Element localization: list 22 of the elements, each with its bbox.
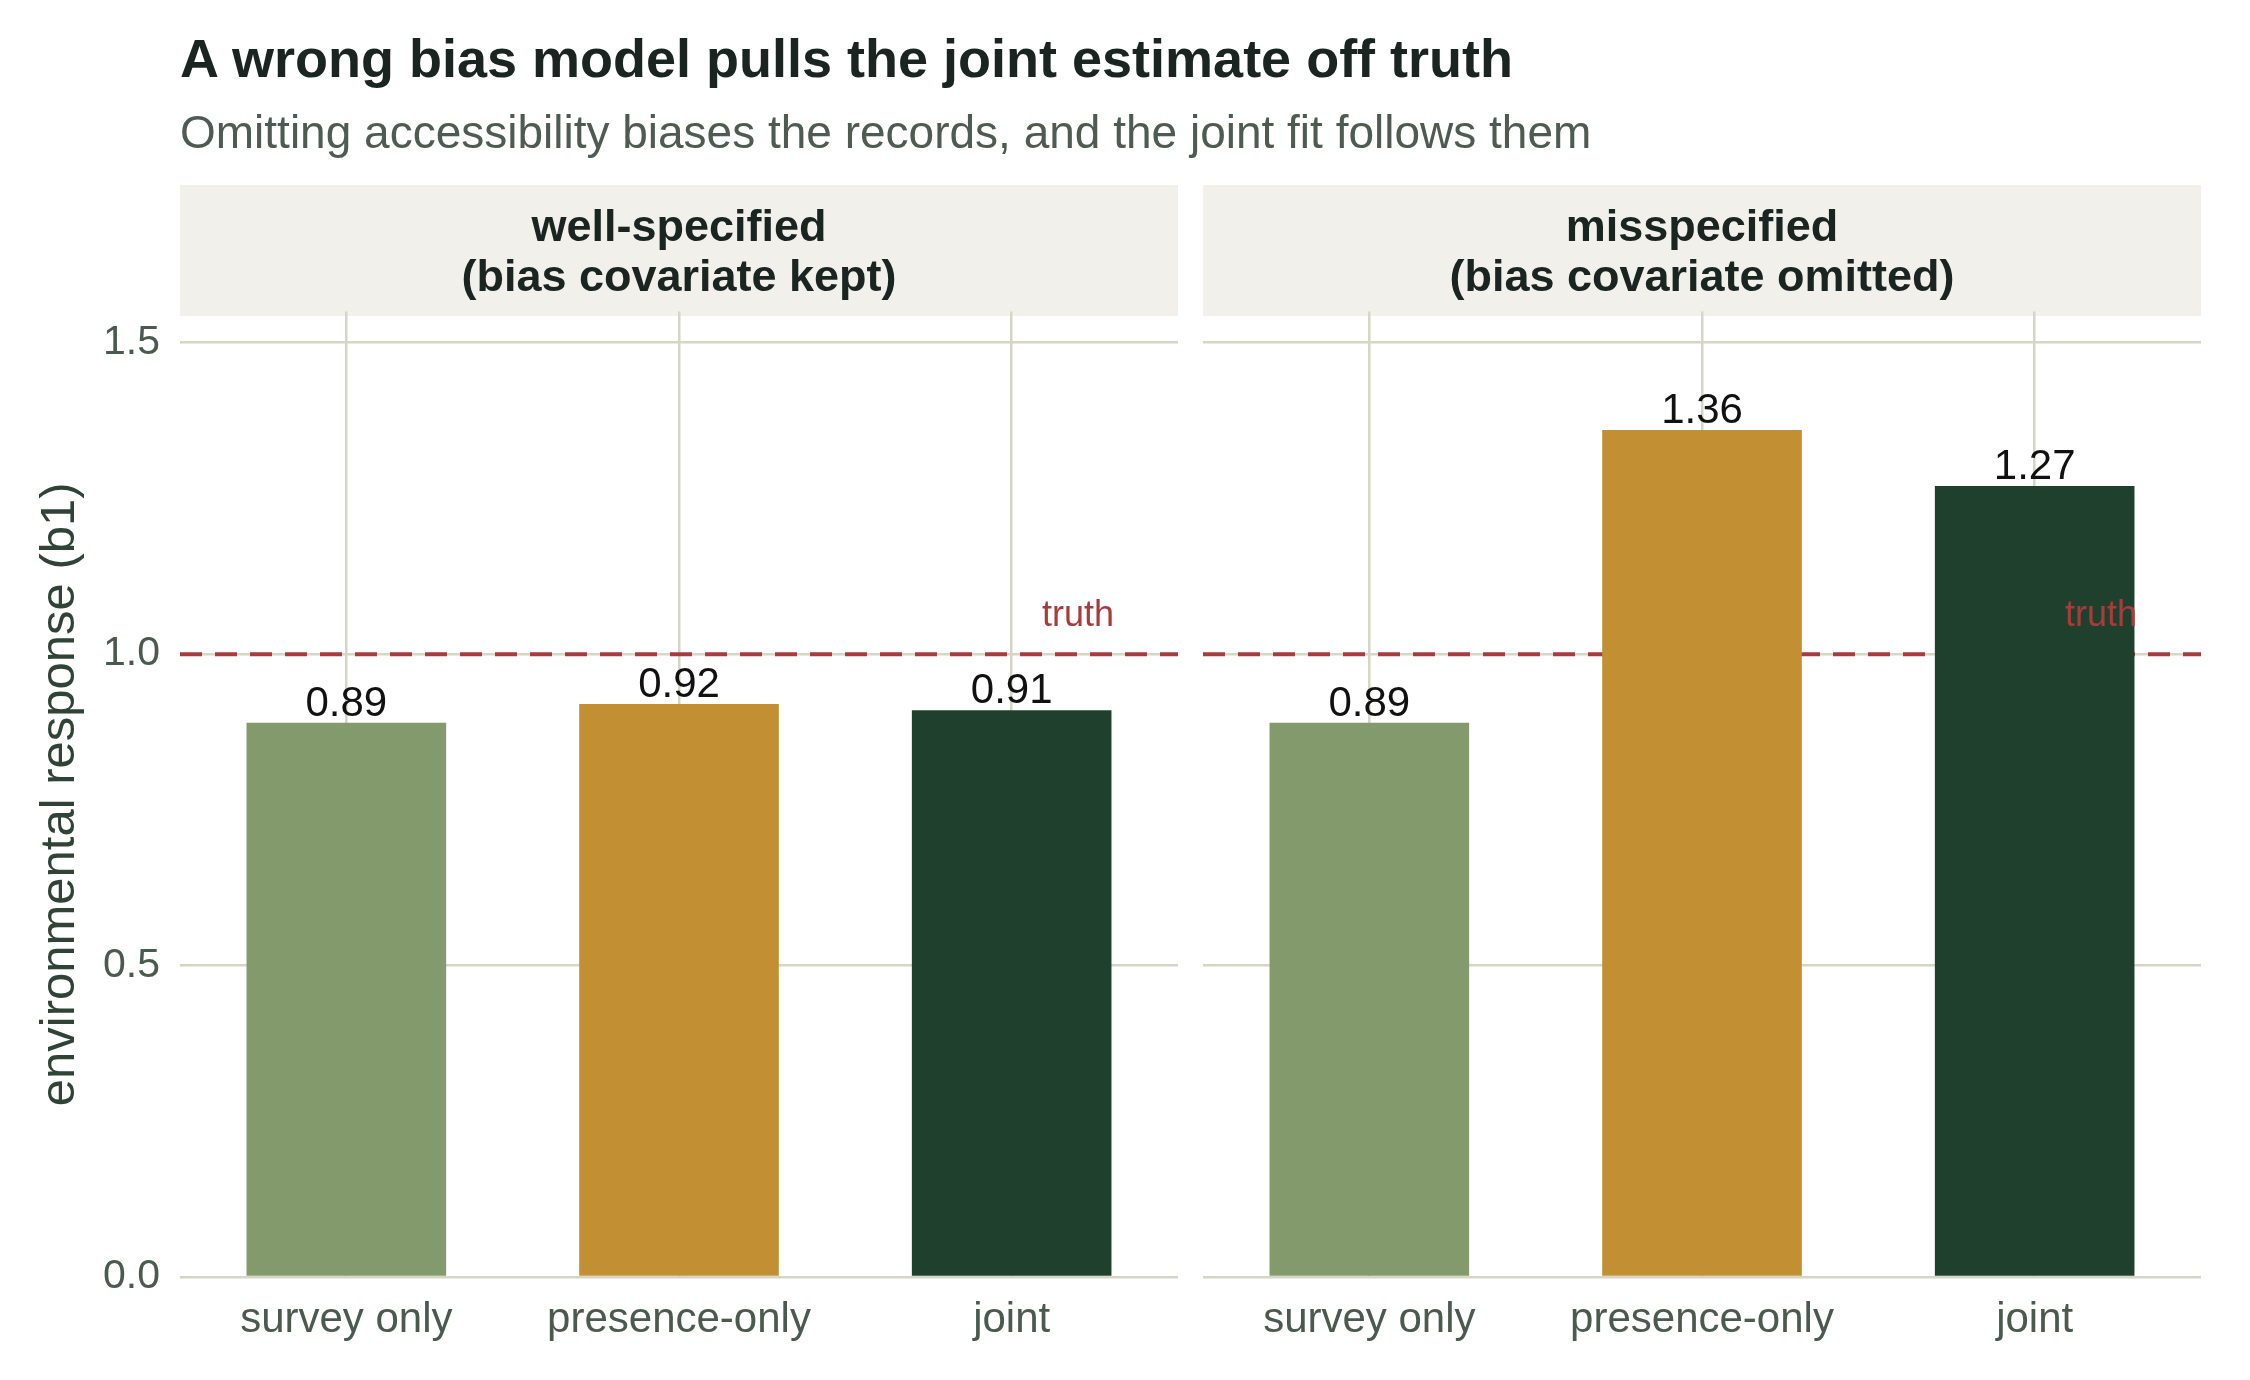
- y-tick-label: 0.0: [103, 1251, 160, 1298]
- x-tick-label: survey only: [1263, 1294, 1476, 1342]
- x-tick-label: joint: [971, 1294, 1051, 1342]
- ref-line-label: truth: [1041, 593, 1114, 635]
- data-label: 0.92: [638, 659, 720, 707]
- data-label: 1.36: [1661, 385, 1743, 433]
- y-tick-label: 1.0: [103, 628, 160, 675]
- data-label: 1.27: [1993, 441, 2076, 489]
- y-axis-title: environmental response (b1): [29, 482, 84, 1107]
- y-tick-label: 0.5: [103, 940, 160, 987]
- x-tick-label: joint: [1994, 1294, 2074, 1342]
- x-tick-label: presence-only: [547, 1294, 811, 1342]
- data-label: 0.89: [305, 678, 388, 726]
- x-tick-label: survey only: [240, 1294, 453, 1342]
- x-tick-label: presence-only: [1570, 1294, 1834, 1342]
- y-tick-label: 1.5: [103, 317, 160, 364]
- text: misspecified (bias covariate omitted): [1449, 200, 1955, 301]
- text: well-specified (bias covariate kept): [461, 200, 897, 301]
- chart-title: A wrong bias model pulls the joint estimate off truth: [180, 27, 1514, 90]
- chart-subtitle: Omitting accessibility biases the records, and the joint fit follows them: [180, 106, 1592, 159]
- data-label: 0.89: [1328, 678, 1411, 726]
- data-label: 0.91: [970, 665, 1053, 713]
